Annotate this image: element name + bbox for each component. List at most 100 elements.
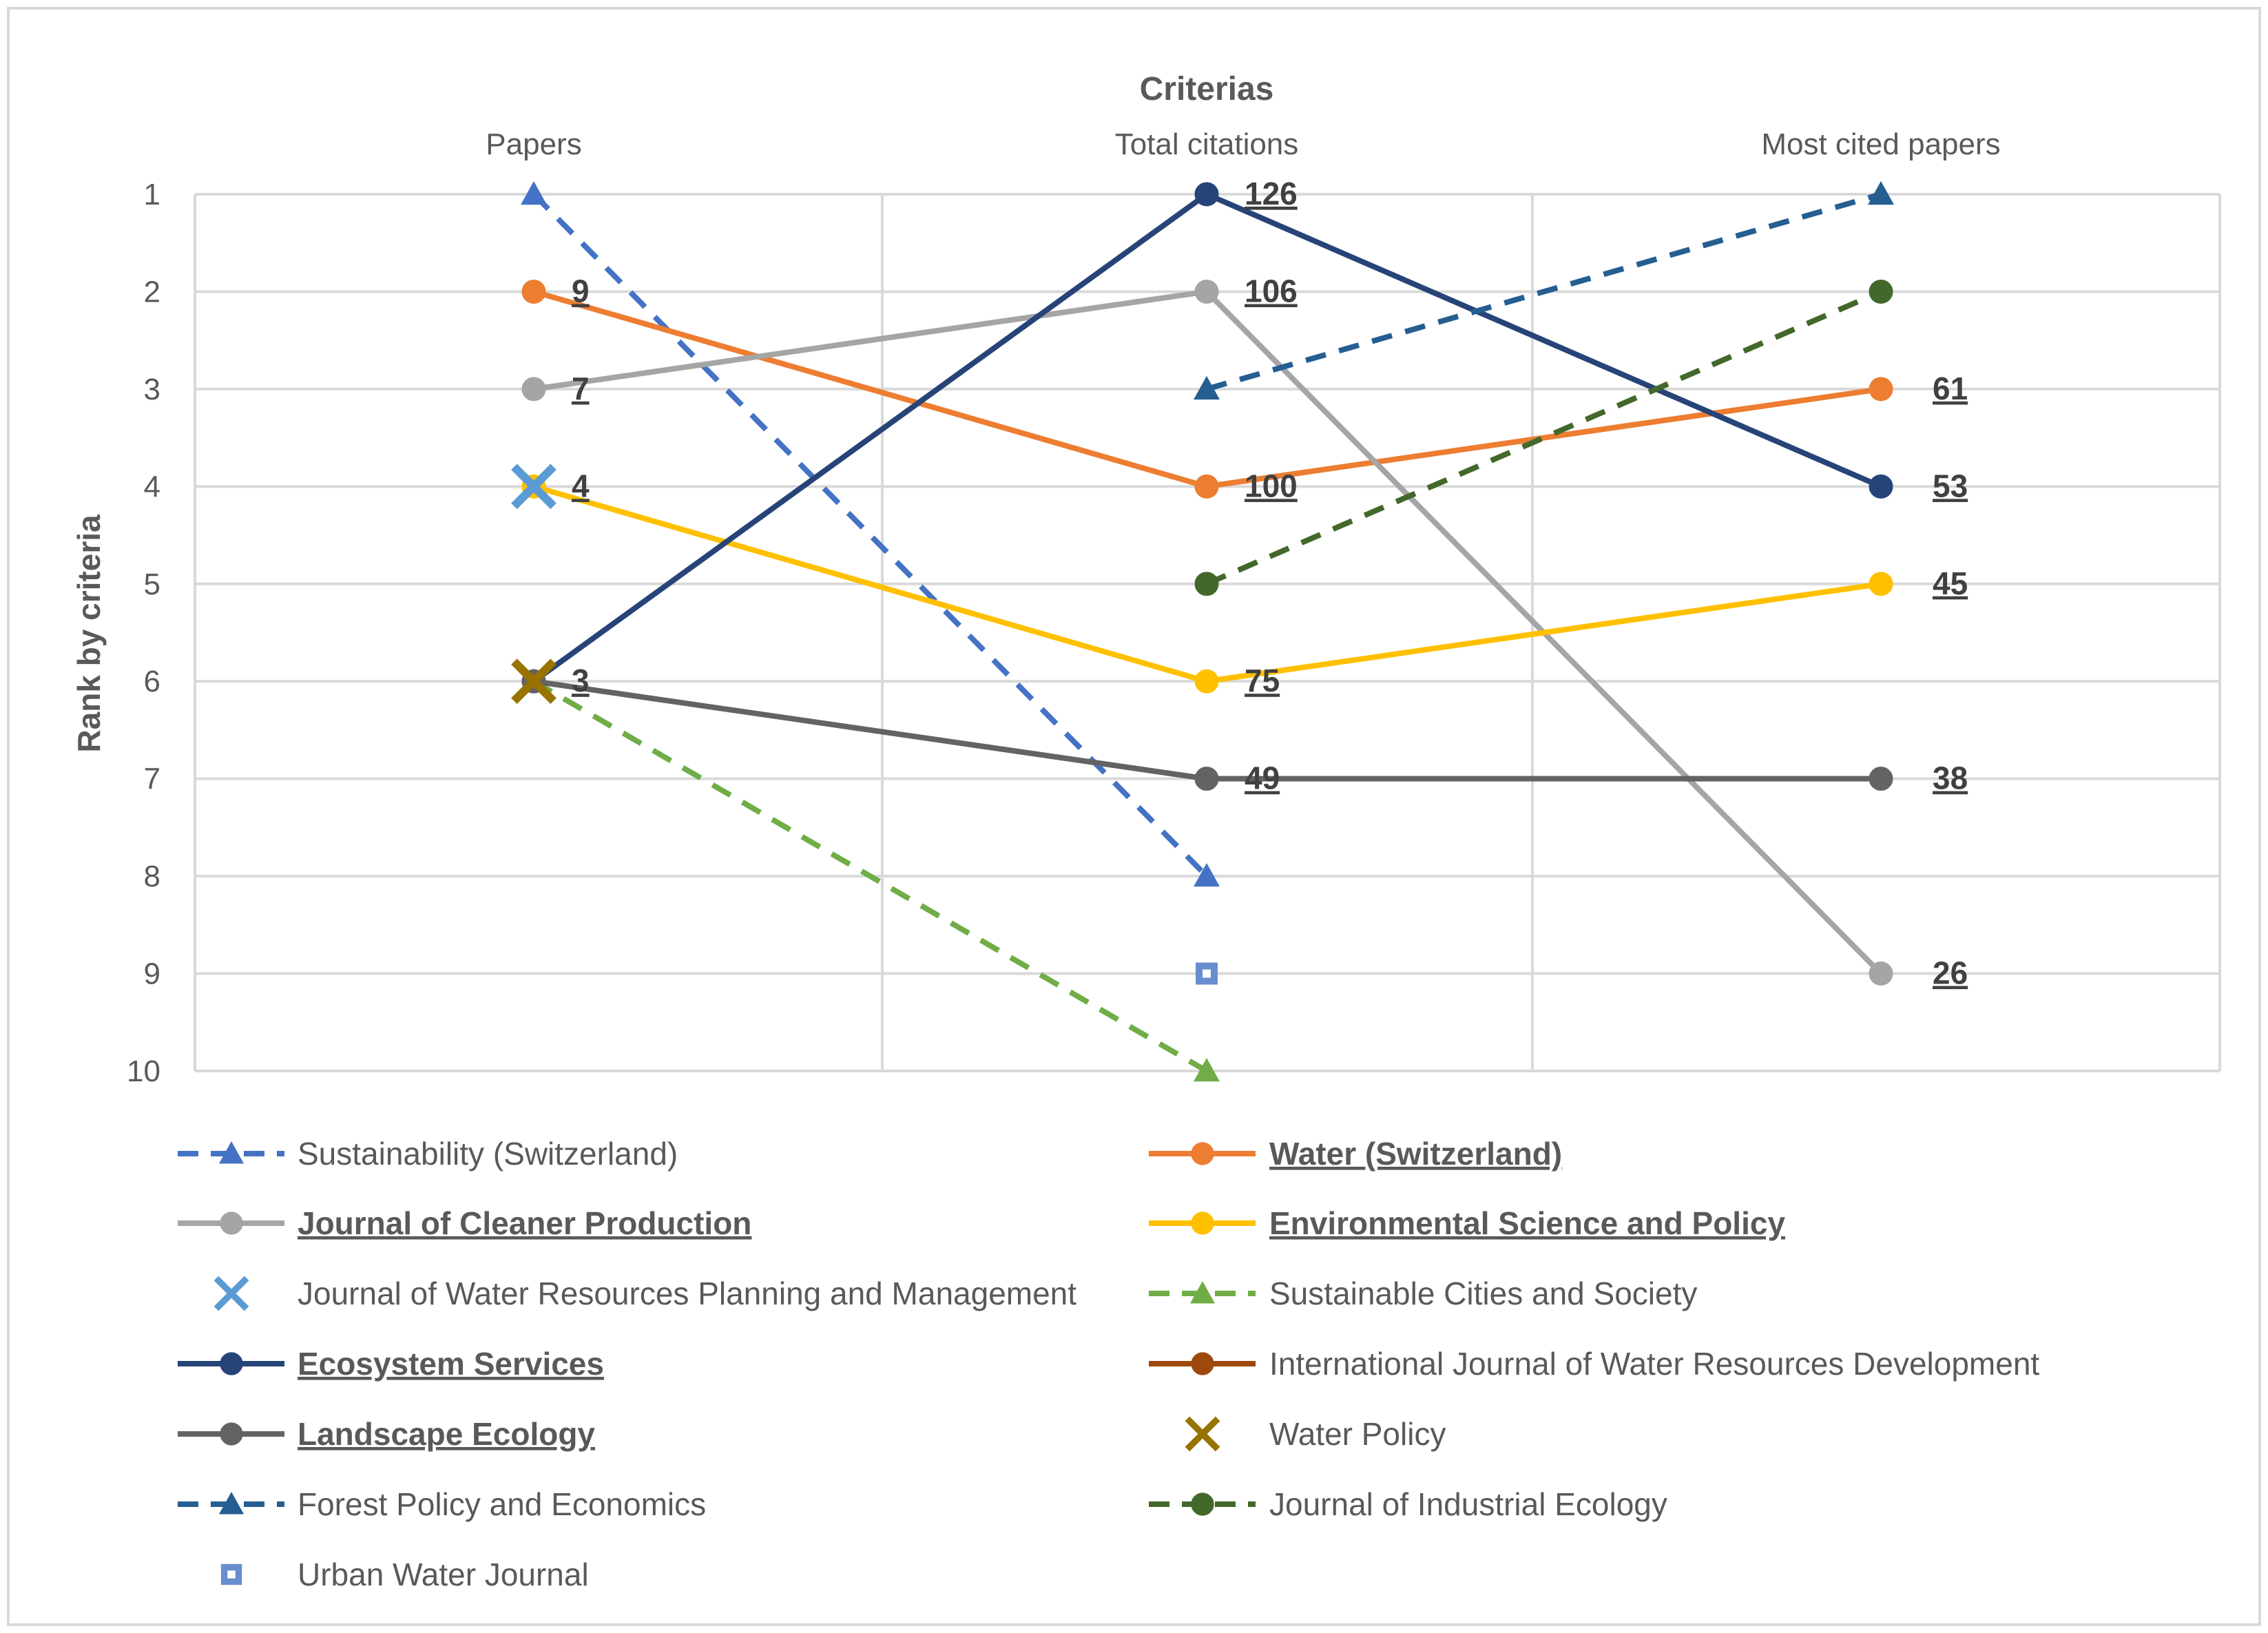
y-tick-label: 10: [127, 1054, 160, 1088]
legend-label: Urban Water Journal: [298, 1557, 589, 1592]
data-label: 100: [1245, 468, 1298, 503]
point-marker: [1194, 863, 1220, 887]
point-marker: [1194, 572, 1219, 596]
y-tick-label: 6: [144, 665, 160, 698]
point-marker: [521, 181, 547, 205]
data-label: 45: [1933, 565, 1968, 601]
data-label: 38: [1933, 760, 1968, 796]
data-label: 9: [572, 273, 590, 309]
data-label: 7: [572, 371, 590, 406]
point-marker: [1194, 669, 1219, 694]
point-marker: [521, 377, 546, 402]
legend-item: Sustainability (Switzerland): [178, 1136, 678, 1172]
legend-label: Environmental Science and Policy: [1269, 1205, 1785, 1241]
point-marker: [1869, 377, 1893, 402]
data-label: 106: [1245, 273, 1298, 309]
legend: Sustainability (Switzerland) Water (Switz…: [178, 1136, 2039, 1592]
chart-title: Criterias: [1140, 71, 1274, 107]
legend-item: Landscape Ecology: [178, 1416, 595, 1452]
point-marker: [1191, 1211, 1214, 1235]
point-marker: [1194, 279, 1219, 304]
series-line: [1205, 289, 1882, 587]
point-marker: [1194, 375, 1220, 400]
data-label: 26: [1933, 955, 1968, 991]
legend-label: Ecosystem Services: [298, 1346, 604, 1382]
legend-item: International Journal of Water Resources…: [1149, 1346, 2039, 1382]
chart-border: [7, 7, 2261, 1626]
data-label: 53: [1933, 468, 1968, 503]
legend-item: Urban Water Journal: [220, 1557, 589, 1592]
legend-item: Water (Switzerland): [1149, 1136, 1562, 1172]
marker-square-hole: [227, 1570, 236, 1579]
series-layer: [511, 181, 1894, 1082]
category-label: Papers: [486, 127, 581, 161]
y-tick-label: 8: [144, 860, 160, 893]
legend-label: Sustainability (Switzerland): [298, 1136, 678, 1172]
legend-label: Water (Switzerland): [1269, 1136, 1562, 1172]
legend-item: Journal of Water Resources Planning and …: [214, 1276, 1076, 1311]
legend-item: Ecosystem Services: [178, 1346, 604, 1382]
point-marker: [1194, 474, 1219, 499]
category-label: Most cited papers: [1761, 127, 2000, 161]
series-forest-policy-and-economics: [1194, 181, 1894, 400]
legend-item: Journal of Industrial Ecology: [1149, 1486, 1667, 1522]
point-marker: [214, 1276, 249, 1311]
point-marker: [220, 1211, 243, 1235]
point-marker: [218, 1491, 245, 1515]
point-marker: [1869, 961, 1893, 986]
legend-item: Journal of Cleaner Production: [178, 1205, 751, 1241]
point-marker: [1194, 767, 1219, 791]
point-marker: [218, 1141, 245, 1164]
series-journal-of-industrial-ecology: [1194, 279, 1893, 596]
point-marker: [1196, 962, 1218, 985]
point-marker: [511, 464, 556, 510]
legend-label: Sustainable Cities and Society: [1269, 1276, 1697, 1311]
point-marker: [1869, 572, 1893, 596]
legend-label: International Journal of Water Resources…: [1269, 1346, 2039, 1382]
data-label: 126: [1245, 176, 1298, 211]
marker-square-hole: [1203, 969, 1211, 978]
y-tick-label: 2: [144, 275, 160, 309]
y-tick-label: 9: [144, 957, 160, 991]
data-label: 61: [1933, 371, 1968, 406]
legend-label: Water Policy: [1269, 1416, 1446, 1452]
point-marker: [1189, 1280, 1216, 1304]
y-axis-label: Rank by criteria: [71, 514, 107, 753]
legend-label: Journal of Industrial Ecology: [1269, 1486, 1667, 1522]
point-marker: [1191, 1142, 1214, 1165]
legend-label: Landscape Ecology: [298, 1416, 595, 1452]
point-marker: [1869, 767, 1893, 791]
legend-item: Environmental Science and Policy: [1149, 1205, 1785, 1241]
series-journal-of-cleaner-production: [521, 279, 1893, 986]
y-tick-label: 1: [144, 178, 160, 211]
point-marker: [220, 1422, 243, 1446]
series-urban-water-journal: [1196, 962, 1218, 985]
category-labels: Papers Total citations Most cited papers: [486, 127, 2000, 161]
point-marker: [1868, 181, 1894, 205]
y-tick-labels: 1 2 3 4 5 6 7 8 9 10: [127, 178, 160, 1088]
point-marker: [511, 658, 556, 705]
data-label: 3: [572, 663, 590, 698]
series-line: [1205, 191, 1882, 392]
point-marker: [1194, 1058, 1220, 1082]
category-label: Total citations: [1115, 127, 1299, 161]
point-marker: [1869, 474, 1893, 499]
point-marker: [1194, 182, 1219, 207]
point-marker: [1869, 279, 1893, 304]
point-marker: [1185, 1416, 1220, 1452]
point-marker: [1191, 1352, 1214, 1375]
series-line: [532, 678, 1209, 1074]
point-marker: [220, 1563, 242, 1585]
legend-item: Water Policy: [1185, 1416, 1446, 1452]
legend-label: Journal of Cleaner Production: [298, 1205, 751, 1241]
data-label: 75: [1245, 663, 1280, 698]
legend-item: Sustainable Cities and Society: [1149, 1276, 1697, 1311]
data-labels: 9 100 61 7 106 26 4 75 45 3 126 53 49 38: [572, 176, 1968, 991]
legend-item: Forest Policy and Economics: [178, 1486, 706, 1522]
data-label: 49: [1245, 760, 1280, 796]
point-marker: [1191, 1492, 1214, 1516]
legend-label: Forest Policy and Economics: [298, 1486, 706, 1522]
legend-label: Journal of Water Resources Planning and …: [298, 1276, 1076, 1311]
series-water-policy: [511, 658, 556, 705]
